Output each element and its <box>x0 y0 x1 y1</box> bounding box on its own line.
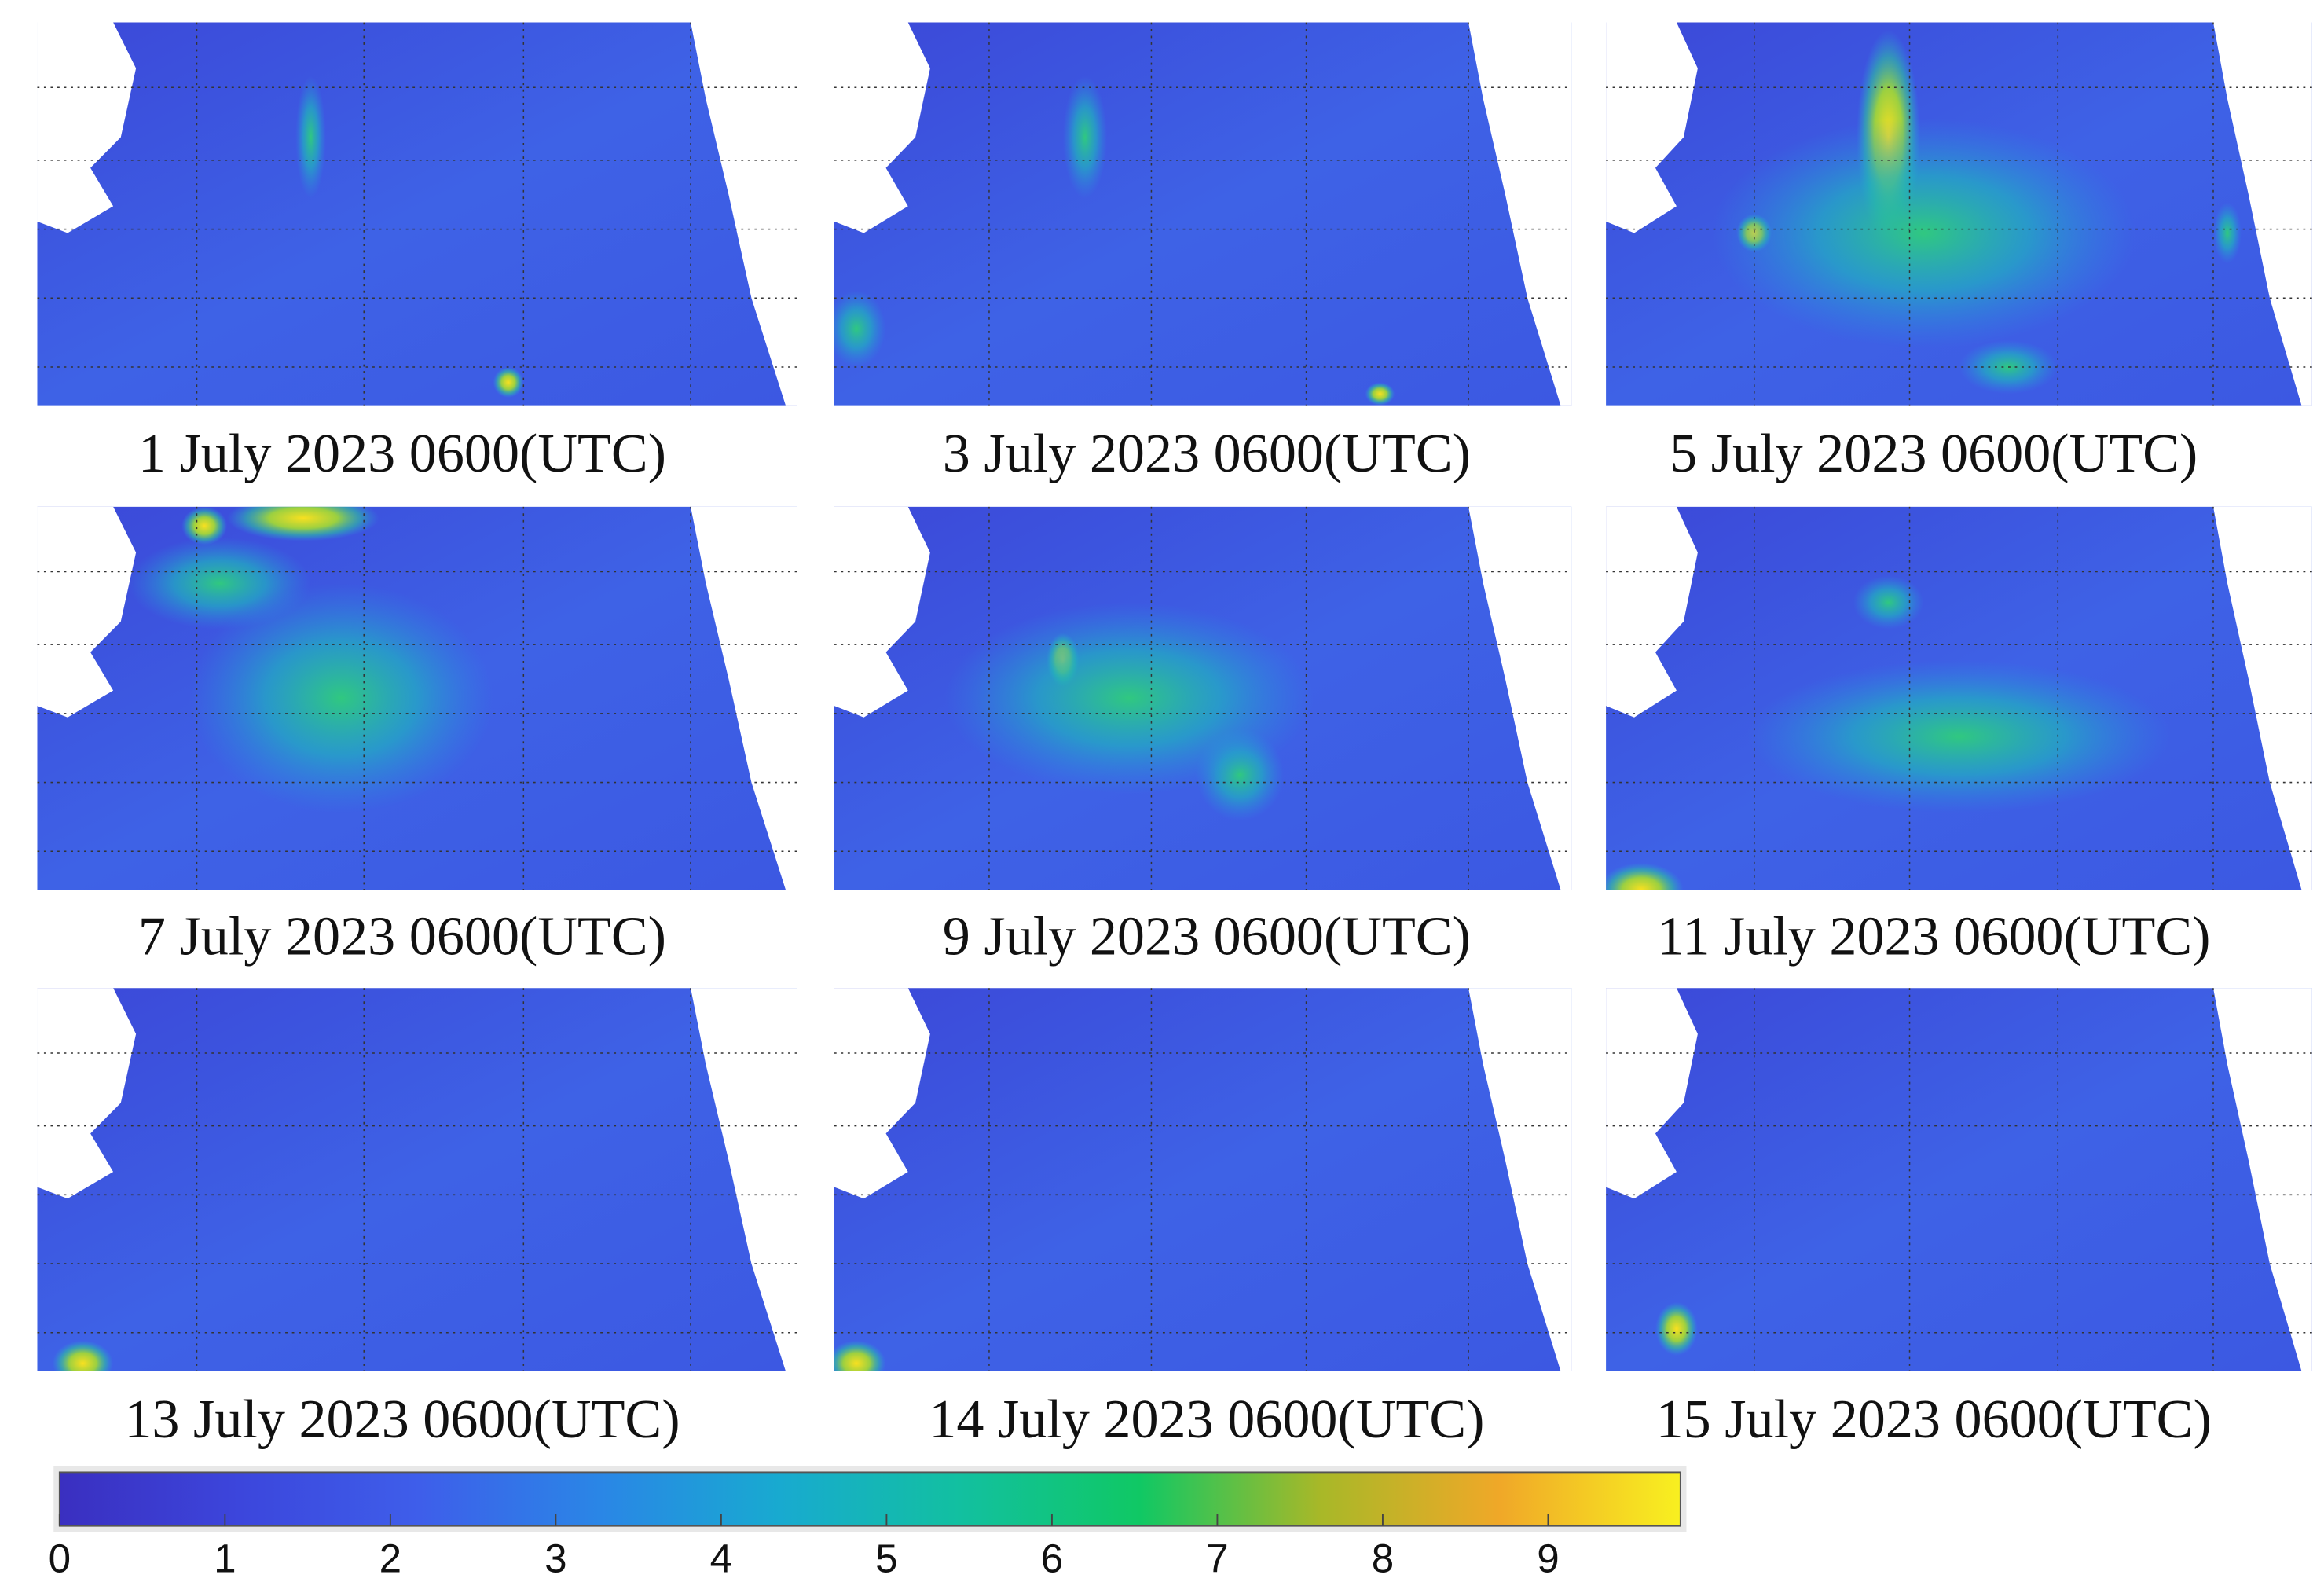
land <box>1468 22 1572 406</box>
hotspot <box>1062 75 1108 199</box>
panel-caption: 14 July 2023 0600(UTC) <box>929 1389 1484 1450</box>
hotspot <box>181 506 228 545</box>
colorbar-tick-label: 2 <box>379 1536 401 1581</box>
hotspot <box>1365 382 1395 406</box>
land <box>691 506 797 890</box>
panel-caption: 9 July 2023 0600(UTC) <box>943 905 1471 967</box>
colorbar <box>58 1471 1681 1527</box>
map-panel <box>37 506 797 890</box>
map-panel <box>1606 506 2312 890</box>
hotspot <box>2213 202 2242 264</box>
map-panel <box>1606 988 2312 1371</box>
land <box>1468 506 1572 890</box>
land <box>2213 22 2312 406</box>
sea <box>1606 988 2312 1371</box>
land <box>37 988 137 1199</box>
land <box>691 22 797 406</box>
hotspot <box>189 583 493 813</box>
hotspot <box>944 602 1314 795</box>
colorbar-tick-label: 5 <box>875 1536 897 1581</box>
sea <box>834 22 1572 406</box>
colorbar-tick-label: 3 <box>544 1536 566 1581</box>
colorbar-tick-label: 7 <box>1206 1536 1228 1581</box>
land <box>1468 988 1572 1371</box>
map-panel <box>37 22 797 406</box>
land <box>2213 988 2312 1371</box>
hotspot <box>834 1340 886 1371</box>
sea <box>37 988 797 1371</box>
colorbar-tick-label: 6 <box>1041 1536 1063 1581</box>
panel-caption: 1 July 2023 0600(UTC) <box>138 423 666 484</box>
panel-caption: 13 July 2023 0600(UTC) <box>124 1389 680 1450</box>
panel-caption: 11 July 2023 0600(UTC) <box>1657 905 2211 967</box>
hotspot <box>493 367 524 398</box>
map-panel <box>37 988 797 1371</box>
colorbar-tick-label: 9 <box>1537 1536 1559 1581</box>
map-panel <box>834 506 1572 890</box>
panel-caption: 5 July 2023 0600(UTC) <box>1670 423 2198 484</box>
land <box>834 988 930 1199</box>
map-panel <box>834 988 1572 1371</box>
sea <box>37 22 797 406</box>
hotspot <box>834 290 886 368</box>
land <box>691 988 797 1371</box>
hotspot <box>1853 575 1924 629</box>
panel-caption: 7 July 2023 0600(UTC) <box>138 905 666 967</box>
land <box>834 506 930 718</box>
land <box>1606 506 1698 718</box>
land <box>2213 506 2312 890</box>
land <box>37 506 137 718</box>
hotspot <box>295 75 326 199</box>
map-panel <box>834 22 1572 406</box>
hotspot <box>1606 862 1684 890</box>
hotspot <box>1711 118 2136 348</box>
land <box>1606 988 1698 1199</box>
colorbar-tick-label: 8 <box>1372 1536 1394 1581</box>
map-panel <box>1606 22 2312 406</box>
hotspot <box>227 506 379 541</box>
colorbar-tick-label: 1 <box>214 1536 236 1581</box>
land <box>834 22 930 233</box>
panel-caption: 3 July 2023 0600(UTC) <box>943 423 1471 484</box>
sea <box>834 988 1572 1371</box>
colorbar-tick-label: 4 <box>710 1536 732 1581</box>
colorbar-tick-label: 0 <box>49 1536 71 1581</box>
panel-caption: 15 July 2023 0600(UTC) <box>1656 1389 2212 1450</box>
hotspot <box>52 1340 114 1371</box>
land <box>1606 22 1698 233</box>
hotspot <box>1655 1301 1698 1356</box>
land <box>37 22 137 233</box>
hotspot <box>1747 659 2172 813</box>
